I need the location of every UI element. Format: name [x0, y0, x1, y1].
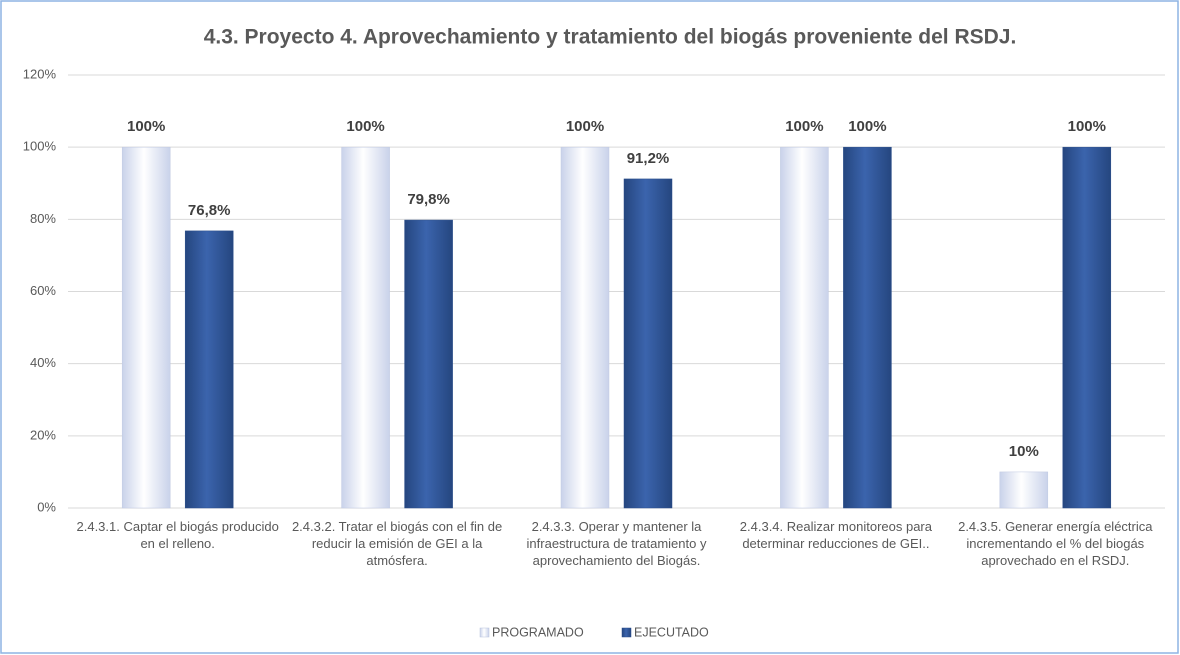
- bar: [999, 471, 1049, 509]
- x-tick-label: 2.4.3.1. Captar el biogás producido en e…: [76, 519, 279, 551]
- data-label: 100%: [346, 118, 384, 135]
- y-tick-label: 60%: [30, 283, 56, 298]
- x-tick-label: 2.4.3.2. Tratar el biogás con el fin de …: [291, 519, 503, 568]
- bar: [121, 146, 171, 509]
- bar: [404, 219, 453, 509]
- data-label: 100%: [1068, 118, 1106, 135]
- y-tick-label: 40%: [30, 355, 56, 370]
- y-tick-label: 20%: [30, 427, 56, 442]
- legend-swatch: [621, 627, 632, 638]
- bar: [843, 146, 892, 509]
- data-label: 91,2%: [627, 150, 670, 167]
- bar: [623, 178, 673, 509]
- chart-title: 4.3. Proyecto 4. Aprovechamiento y trata…: [204, 26, 1017, 49]
- y-tick-label: 120%: [23, 66, 57, 81]
- x-tick-label: 2.4.3.5. Generar energía eléctrica incre…: [958, 519, 1153, 568]
- data-label: 10%: [1009, 443, 1039, 460]
- data-label: 100%: [848, 118, 886, 135]
- legend-swatch: [479, 627, 490, 638]
- data-label: 100%: [785, 118, 823, 135]
- bar: [560, 146, 610, 509]
- data-label: 100%: [127, 118, 165, 135]
- bar: [341, 146, 390, 509]
- data-label: 79,8%: [407, 191, 450, 208]
- y-tick-label: 0%: [37, 499, 56, 514]
- bar: [1062, 146, 1112, 509]
- bar: [780, 146, 829, 509]
- y-tick-label: 100%: [23, 139, 57, 154]
- data-label: 76,8%: [188, 202, 231, 219]
- x-tick-label: 2.4.3.3. Operar y mantener la infraestru…: [526, 519, 707, 568]
- bar: [184, 230, 234, 509]
- x-tick-label: 2.4.3.4. Realizar monitoreos para determ…: [739, 519, 932, 551]
- data-label: 100%: [566, 118, 604, 135]
- legend-label: EJECUTADO: [634, 625, 709, 639]
- legend-label: PROGRAMADO: [492, 625, 584, 639]
- y-tick-label: 80%: [30, 211, 56, 226]
